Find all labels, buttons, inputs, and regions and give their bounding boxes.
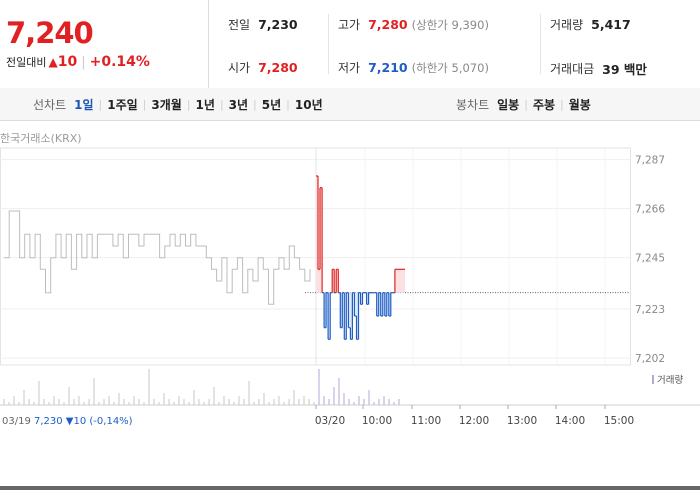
period-1w-button[interactable]: 1주일 <box>107 97 138 112</box>
stat-value: 7,210 <box>368 60 408 75</box>
divider <box>540 14 541 74</box>
stat-value: 7,230 <box>258 17 298 32</box>
upper-limit: (상한가 9,390) <box>411 17 489 32</box>
quote-header: 7,240 전일대비 ▲ 10 | +0.14% 전일 7,230 고가 7,2… <box>0 0 700 89</box>
x-tick-label: 10:00 <box>362 415 392 427</box>
daily-candle-button[interactable]: 일봉 <box>497 97 520 112</box>
period-5y-button[interactable]: 5년 <box>261 97 282 112</box>
y-tick-label: 7,223 <box>635 304 665 316</box>
stat-label: 시가 <box>228 61 251 75</box>
x-tick-label: 12:00 <box>459 415 489 427</box>
stat-volume: 거래량 5,417 <box>550 16 631 33</box>
legend-swatch <box>652 374 654 384</box>
y-tick-label: 7,245 <box>635 253 665 265</box>
stat-label: 전일 <box>228 18 251 32</box>
bottom-border <box>0 486 700 490</box>
price-box: 7,240 전일대비 ▲ 10 | +0.14% <box>0 0 209 88</box>
prev-day-date: 03/19 <box>2 416 31 427</box>
stat-label: 거래대금 <box>550 62 595 76</box>
monthly-candle-button[interactable]: 월봉 <box>568 97 591 112</box>
line-chart-group: 선차트 1일 | 1주일 | 3개월 | 1년 | 3년 | 5년 | 10년 <box>33 97 323 112</box>
stat-value: 7,280 <box>368 17 408 32</box>
previous-day-line <box>4 210 311 305</box>
divider <box>328 14 329 74</box>
x-tick-label: 13:00 <box>507 415 537 427</box>
period-3y-button[interactable]: 3년 <box>228 97 249 112</box>
period-10y-button[interactable]: 10년 <box>294 97 323 112</box>
prev-day-price: 7,230 ▼10 (-0,14%) <box>34 416 133 427</box>
divider: | <box>81 54 86 70</box>
x-tick-label: 14:00 <box>555 415 585 427</box>
change-label: 전일대비 <box>6 56 47 69</box>
candle-chart-group: 봉차트 일봉 | 주봉 | 월봉 <box>456 97 591 112</box>
lower-limit: (하한가 5,070) <box>411 60 489 75</box>
stat-value: 39 백만 <box>602 62 647 77</box>
stat-open: 시가 7,280 <box>228 59 298 76</box>
period-1d-button[interactable]: 1일 <box>74 97 94 112</box>
candle-chart-label: 봉차트 <box>456 97 490 112</box>
stat-value: 5,417 <box>591 17 631 32</box>
up-area <box>316 176 405 293</box>
chart-toolbar: 선차트 1일 | 1주일 | 3개월 | 1년 | 3년 | 5년 | 10년 … <box>0 88 700 121</box>
stat-prev-close: 전일 7,230 <box>228 16 298 33</box>
stat-low: 저가 7,210 (하한가 5,070) <box>338 59 489 76</box>
weekly-candle-button[interactable]: 주봉 <box>532 97 556 112</box>
stat-trade-value: 거래대금 39 백만 <box>550 59 647 78</box>
stat-label: 저가 <box>338 61 361 75</box>
stat-label: 거래량 <box>550 18 584 32</box>
period-1y-button[interactable]: 1년 <box>195 97 215 112</box>
stat-high: 고가 7,280 (상한가 9,390) <box>338 16 489 33</box>
stat-label: 고가 <box>338 18 361 32</box>
change-row: 전일대비 ▲ 10 | +0.14% <box>6 54 150 70</box>
x-tick-label: 15:00 <box>604 415 634 427</box>
stat-value: 7,280 <box>258 60 298 75</box>
line-chart-label: 선차트 <box>33 97 67 112</box>
change-percent: +0.14% <box>89 54 150 70</box>
x-tick-label: 11:00 <box>411 415 441 427</box>
current-price: 7,240 <box>6 16 94 50</box>
period-3m-button[interactable]: 3개월 <box>151 97 182 112</box>
y-tick-label: 7,202 <box>635 353 665 365</box>
volume-legend: 거래량 <box>652 372 683 386</box>
x-tick-label: 03/20 <box>315 415 345 427</box>
legend-label: 거래량 <box>657 375 684 386</box>
data-source: 한국거래소(KRX) <box>0 132 82 145</box>
y-tick-label: 7,266 <box>635 204 665 216</box>
up-triangle-icon: ▲ <box>48 55 58 69</box>
y-tick-label: 7,287 <box>635 155 665 167</box>
change-value: 10 <box>57 54 78 70</box>
